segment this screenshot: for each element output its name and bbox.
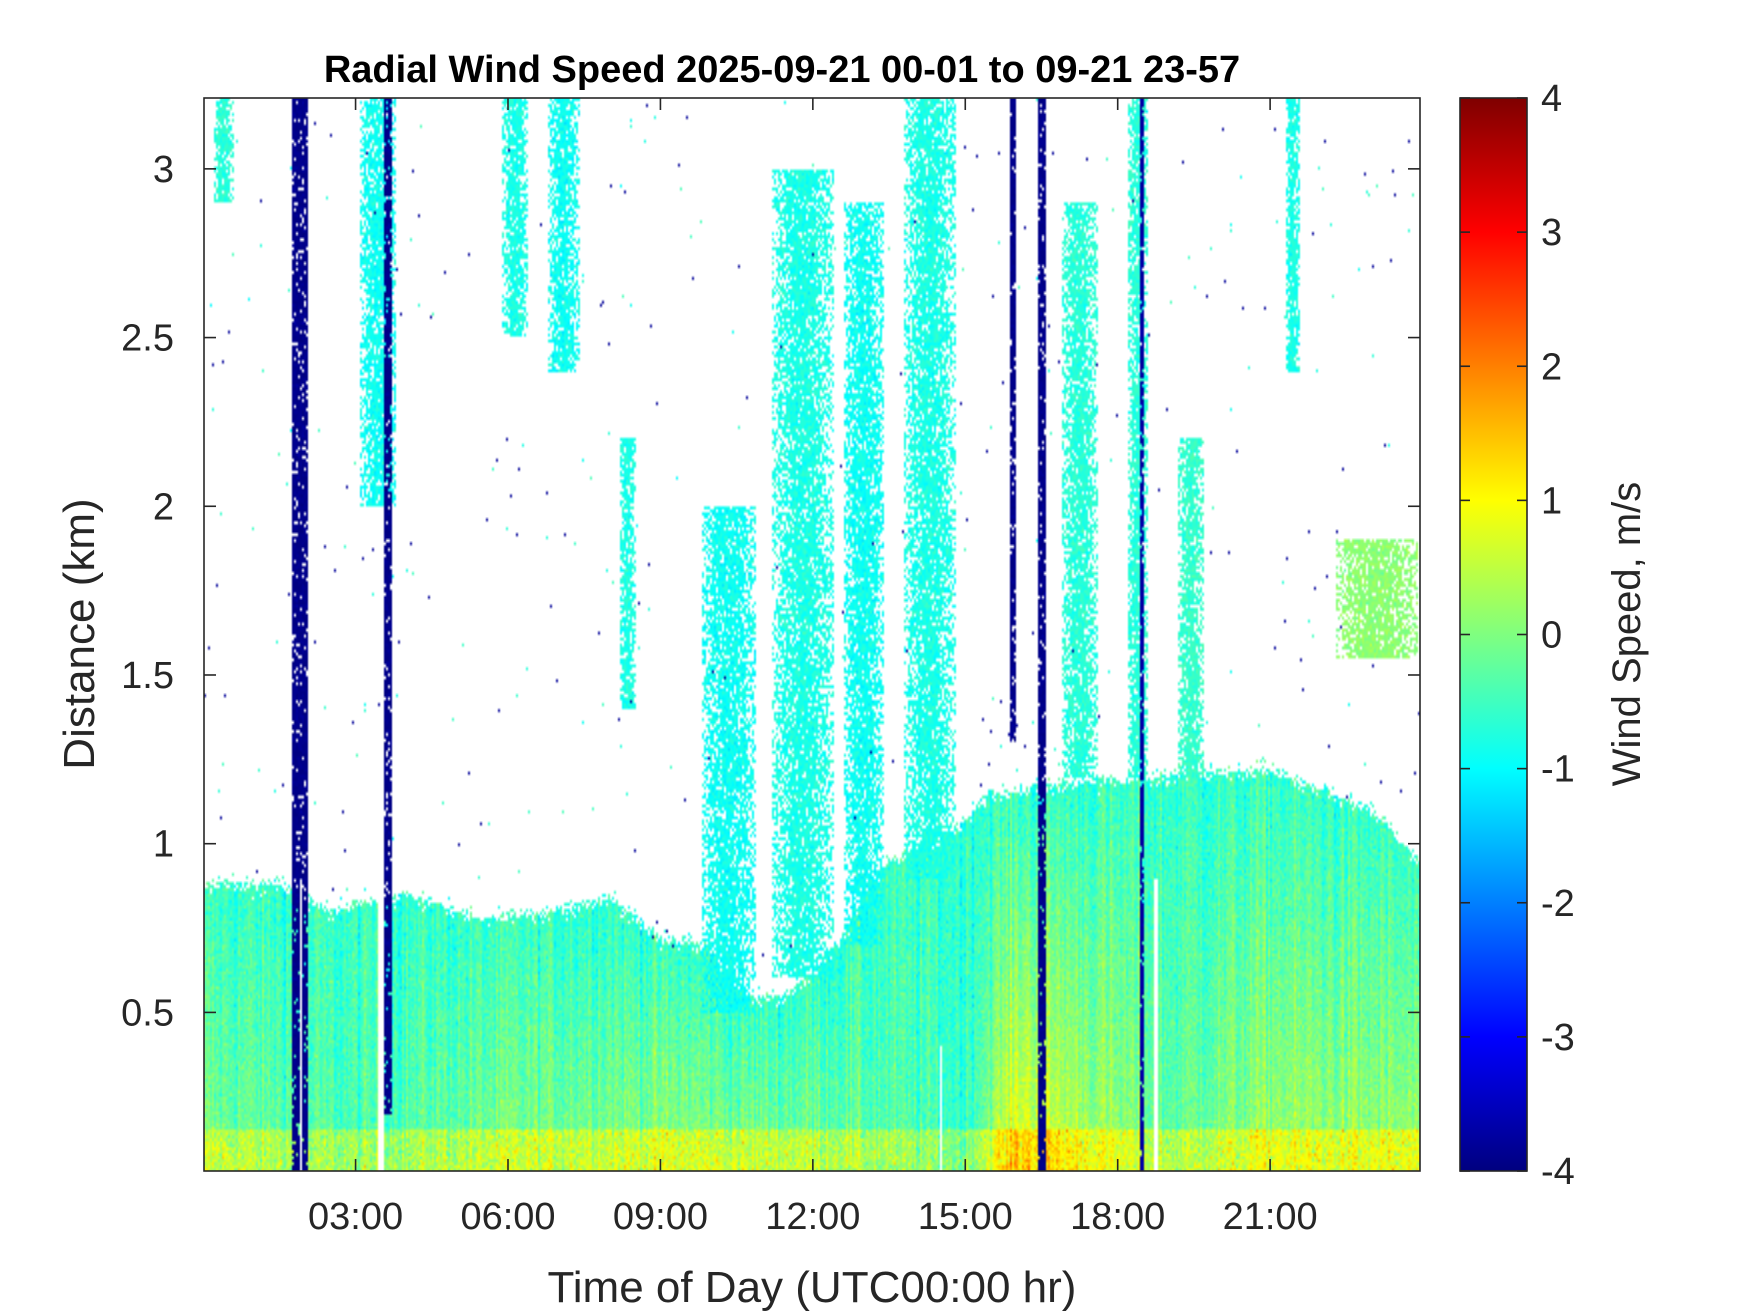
colorbar-tick-label: 0 xyxy=(1541,615,1562,657)
y-axis-label: Distance (km) xyxy=(55,498,104,769)
colorbar-tick-label: 1 xyxy=(1541,480,1562,522)
y-tick-label: 2.5 xyxy=(121,318,174,360)
colorbar-tick-label: 3 xyxy=(1541,212,1562,254)
x-tick-label: 09:00 xyxy=(613,1196,708,1238)
x-tick-label: 15:00 xyxy=(918,1196,1013,1238)
plot-area: 03:00 06:00 09:00 12:00 15:00 18:00 21:00 0.5 1… xyxy=(121,97,1421,1238)
colorbar-tick-label: 2 xyxy=(1541,346,1562,388)
x-tick-label: 12:00 xyxy=(765,1196,860,1238)
colorbar-label: Wind Speed, m/s xyxy=(1605,482,1649,787)
colorbar-tick-label: -1 xyxy=(1541,749,1575,791)
y-tick-label: 2 xyxy=(153,486,174,528)
x-axis-ticks: 03:00 06:00 09:00 12:00 15:00 18:00 21:00 xyxy=(308,98,1318,1238)
y-tick-label: 0.5 xyxy=(121,992,174,1034)
x-tick-label: 18:00 xyxy=(1070,1196,1165,1238)
colorbar-tick-label: 4 xyxy=(1541,78,1562,120)
colorbar: 4 3 2 1 0 -1 -2 -3 -4 Wind Speed, m/s xyxy=(1459,78,1649,1193)
colorbar-tick-label: -3 xyxy=(1541,1017,1575,1059)
colorbar-tick-label: -4 xyxy=(1541,1151,1575,1193)
colorbar-gradient xyxy=(1460,98,1527,1171)
x-axis-label: Time of Day (UTC00:00 hr) xyxy=(548,1263,1077,1312)
colorbar-ticks: 4 3 2 1 0 -1 -2 -3 -4 xyxy=(1460,78,1575,1193)
x-tick-label: 06:00 xyxy=(460,1196,555,1238)
y-axis-ticks: 0.5 1 1.5 2 2.5 3 xyxy=(121,149,1420,1034)
plot-frame xyxy=(203,97,1421,1172)
y-tick-label: 1 xyxy=(153,824,174,866)
x-tick-label: 21:00 xyxy=(1223,1196,1318,1238)
y-tick-label: 3 xyxy=(153,149,174,191)
chart-title: Radial Wind Speed 2025-09-21 00-01 to 09… xyxy=(324,49,1240,91)
x-tick-label: 03:00 xyxy=(308,1196,403,1238)
wind-speed-heatmap xyxy=(204,98,1420,1171)
y-tick-label: 1.5 xyxy=(121,655,174,697)
colorbar-tick-label: -2 xyxy=(1541,883,1575,925)
